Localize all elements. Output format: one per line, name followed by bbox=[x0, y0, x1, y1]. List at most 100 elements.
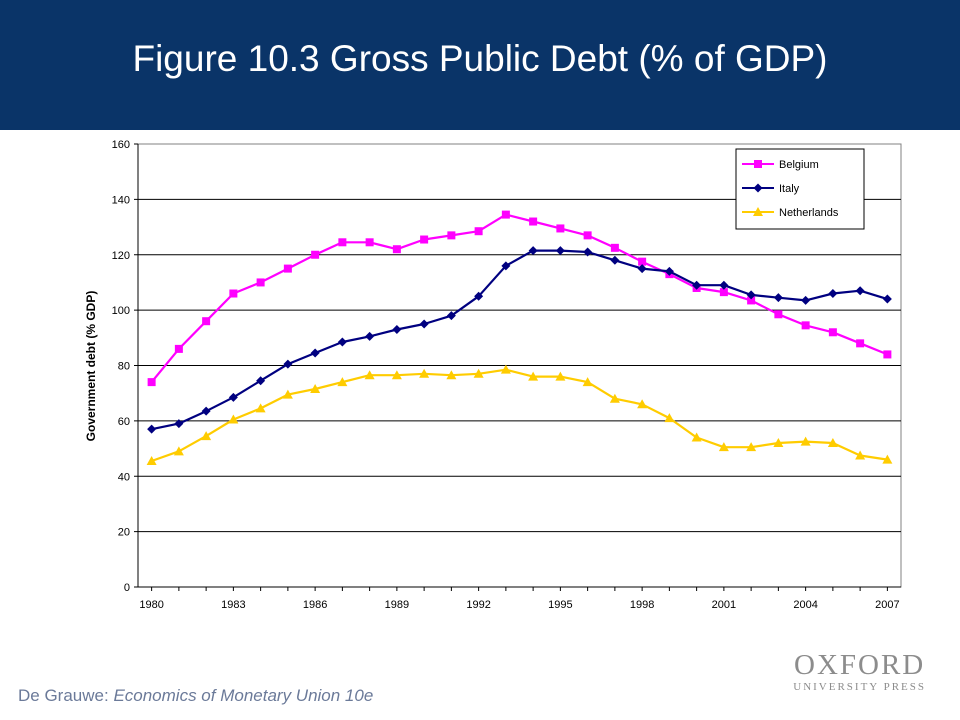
legend-marker-belgium bbox=[754, 160, 762, 168]
slide-title: Figure 10.3 Gross Public Debt (% of GDP) bbox=[132, 38, 828, 79]
data-point-netherlands bbox=[446, 370, 457, 380]
y-tick-label: 80 bbox=[118, 361, 130, 373]
logo-line-1: OXFORD bbox=[794, 649, 926, 681]
data-point-italy bbox=[419, 319, 429, 329]
data-point-netherlands bbox=[773, 438, 784, 448]
logo-line-2: UNIVERSITY PRESS bbox=[793, 681, 926, 693]
data-point-belgium bbox=[529, 217, 538, 226]
publisher-logo: OXFORD UNIVERSITY PRESS bbox=[793, 650, 926, 694]
x-tick-label: 1989 bbox=[385, 599, 409, 611]
data-point-belgium bbox=[474, 227, 483, 236]
y-tick-label: 60 bbox=[118, 416, 130, 428]
x-tick-label: 1983 bbox=[221, 599, 245, 611]
data-point-netherlands bbox=[364, 370, 375, 380]
data-point-belgium bbox=[883, 350, 892, 359]
data-point-belgium bbox=[311, 250, 320, 259]
data-point-belgium bbox=[774, 310, 783, 319]
data-point-netherlands bbox=[664, 413, 675, 423]
data-point-netherlands bbox=[473, 368, 484, 378]
series-netherlands bbox=[146, 364, 893, 466]
data-point-belgium bbox=[610, 243, 619, 252]
y-tick-label: 40 bbox=[118, 471, 130, 483]
data-point-netherlands bbox=[310, 384, 321, 394]
data-point-netherlands bbox=[609, 393, 620, 403]
y-tick-label: 0 bbox=[124, 582, 130, 594]
legend: Belgium Italy Netherlands bbox=[735, 148, 865, 230]
x-tick-label: 1995 bbox=[548, 599, 572, 611]
data-point-italy bbox=[692, 280, 702, 290]
data-point-netherlands bbox=[337, 377, 348, 387]
line-chart: 0 20 40 60 80 100 120 140 160 1980 1983 1986 1989 199… bbox=[84, 139, 902, 611]
data-point-italy bbox=[174, 419, 184, 429]
data-point-italy bbox=[365, 331, 375, 341]
x-tick-label: 2004 bbox=[793, 599, 817, 611]
data-point-netherlands bbox=[146, 456, 157, 466]
data-point-italy bbox=[610, 255, 620, 265]
data-point-italy bbox=[201, 406, 211, 416]
series-italy bbox=[147, 246, 892, 434]
y-tick-label: 20 bbox=[118, 527, 130, 539]
y-axis-label: Government debt (% GDP) bbox=[84, 291, 98, 442]
x-tick-label: 2007 bbox=[875, 599, 899, 611]
legend-label-netherlands: Netherlands bbox=[779, 207, 839, 219]
data-point-netherlands bbox=[691, 432, 702, 442]
data-point-italy bbox=[583, 247, 593, 257]
series-layer bbox=[146, 210, 893, 466]
data-point-italy bbox=[474, 291, 484, 301]
data-point-italy bbox=[882, 294, 892, 304]
data-point-netherlands bbox=[718, 442, 729, 452]
data-point-italy bbox=[664, 266, 674, 276]
data-point-italy bbox=[719, 280, 729, 290]
data-point-belgium bbox=[420, 235, 429, 244]
data-point-italy bbox=[147, 424, 157, 434]
data-point-belgium bbox=[392, 245, 401, 254]
data-point-belgium bbox=[719, 288, 728, 297]
x-tick-label: 2001 bbox=[712, 599, 736, 611]
y-tick-label: 120 bbox=[112, 250, 130, 262]
data-point-belgium bbox=[283, 264, 292, 273]
data-point-netherlands bbox=[228, 414, 239, 424]
x-tick-label: 1980 bbox=[139, 599, 163, 611]
legend-label-belgium: Belgium bbox=[779, 159, 819, 171]
data-point-italy bbox=[228, 392, 238, 402]
data-point-italy bbox=[337, 337, 347, 347]
data-point-netherlands bbox=[391, 370, 402, 380]
data-point-netherlands bbox=[528, 371, 539, 381]
data-point-belgium bbox=[856, 339, 865, 348]
series-line-netherlands bbox=[151, 368, 888, 463]
data-point-italy bbox=[773, 293, 783, 303]
gridlines bbox=[138, 198, 901, 533]
data-point-belgium bbox=[556, 224, 565, 233]
footer-credit: De Grauwe: Economics of Monetary Union 1… bbox=[18, 686, 373, 706]
series-line-italy bbox=[151, 249, 888, 431]
data-point-belgium bbox=[828, 328, 837, 337]
data-point-belgium bbox=[174, 344, 183, 353]
legend-label-italy: Italy bbox=[779, 183, 800, 195]
data-point-netherlands bbox=[827, 438, 838, 448]
data-point-italy bbox=[637, 264, 647, 274]
data-point-italy bbox=[555, 246, 565, 256]
y-tick-label: 160 bbox=[112, 139, 130, 151]
data-point-belgium bbox=[202, 317, 211, 326]
data-point-belgium bbox=[501, 210, 510, 219]
data-point-italy bbox=[256, 376, 266, 386]
footer-book-title: Economics of Monetary Union 10e bbox=[113, 686, 374, 705]
series-line-belgium bbox=[150, 213, 888, 383]
data-point-italy bbox=[392, 325, 402, 335]
data-point-netherlands bbox=[173, 446, 184, 456]
data-point-netherlands bbox=[282, 389, 293, 399]
legend-marker-netherlands bbox=[753, 207, 763, 216]
data-point-italy bbox=[528, 246, 538, 256]
data-point-belgium bbox=[747, 296, 756, 305]
data-point-belgium bbox=[365, 238, 374, 247]
data-point-italy bbox=[501, 261, 511, 271]
legend-marker-italy bbox=[753, 183, 763, 193]
data-point-belgium bbox=[583, 231, 592, 240]
data-point-netherlands bbox=[582, 377, 593, 387]
x-tick-label: 1992 bbox=[466, 599, 490, 611]
y-tick-label: 100 bbox=[112, 305, 130, 317]
data-point-belgium bbox=[447, 231, 456, 240]
data-point-belgium bbox=[338, 238, 347, 247]
data-point-italy bbox=[828, 289, 838, 299]
y-tick-label: 140 bbox=[112, 194, 130, 206]
